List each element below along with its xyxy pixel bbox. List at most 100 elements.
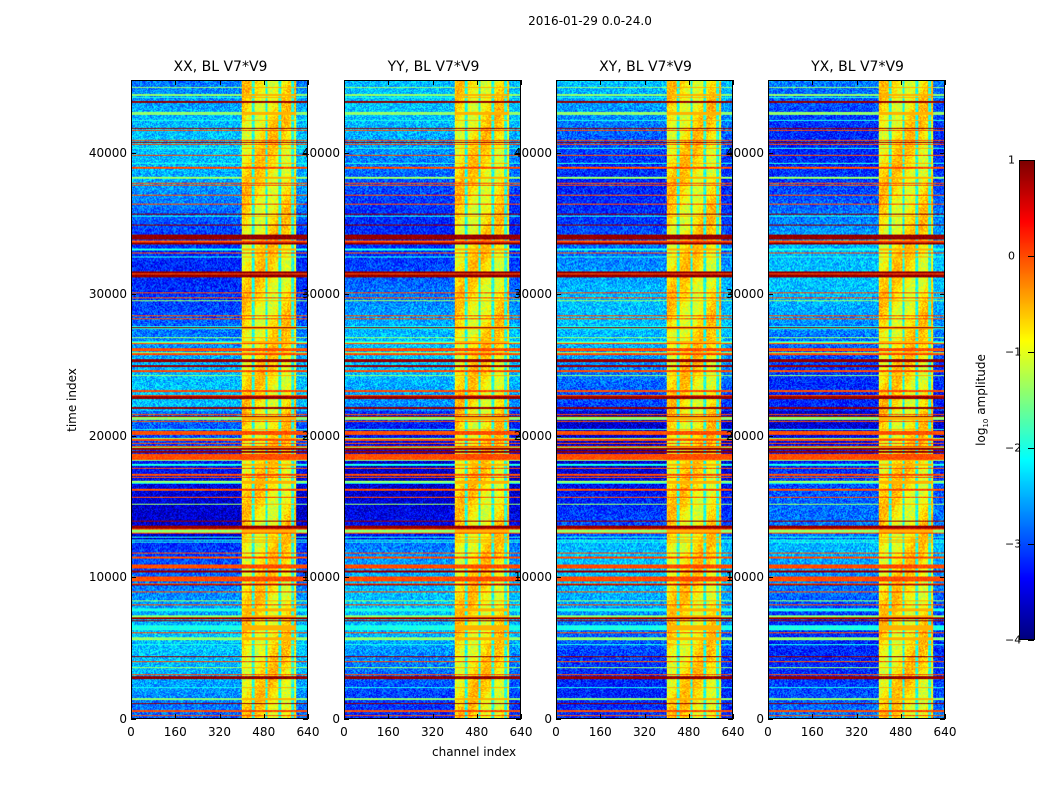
x-tick-mark: [812, 80, 814, 85]
x-tick-label: 0: [552, 725, 560, 739]
y-tick-mark: [556, 294, 561, 296]
colorbar-gradient: [1020, 161, 1034, 639]
colorbar: [1019, 160, 1035, 640]
y-tick-mark: [303, 294, 308, 296]
x-tick-label: 0: [127, 725, 135, 739]
y-tick-mark: [344, 294, 349, 296]
y-tick-mark: [728, 719, 733, 720]
y-tick-label: 30000: [513, 287, 552, 302]
heatmap-panel-2: XY, BL V7*V9: [556, 59, 733, 719]
x-tick-mark: [432, 80, 434, 85]
colorbar-tick-label: −1: [1005, 345, 1022, 359]
x-tick-mark: [556, 80, 557, 85]
x-tick-mark: [900, 714, 902, 719]
x-axis-label: channel index: [432, 745, 517, 759]
y-tick-label: 40000: [301, 145, 340, 160]
y-tick-label: 0: [332, 712, 340, 726]
y-tick-mark: [131, 152, 136, 154]
x-tick-label: 320: [845, 725, 868, 739]
x-tick-mark: [812, 714, 814, 719]
y-tick-mark: [303, 719, 308, 720]
heatmap-image: [345, 81, 520, 718]
x-tick-mark: [388, 714, 390, 719]
y-tick-label: 0: [119, 712, 127, 726]
x-tick-mark: [521, 714, 522, 719]
y-tick-mark: [516, 719, 521, 720]
x-tick-mark: [388, 80, 390, 85]
figure-suptitle: 2016-01-29 0.0-24.0: [528, 14, 652, 28]
y-tick-mark: [768, 435, 773, 437]
panel-title: XX, BL V7*V9: [173, 59, 268, 75]
colorbar-tick-mark: [1028, 352, 1034, 353]
y-tick-mark: [768, 294, 773, 296]
x-tick-mark: [476, 714, 478, 719]
x-tick-label: 320: [208, 725, 231, 739]
x-tick-label: 480: [465, 725, 489, 739]
x-tick-mark: [344, 714, 345, 719]
x-tick-mark: [476, 80, 478, 85]
y-tick-mark: [768, 577, 773, 579]
x-tick-mark: [432, 714, 434, 719]
x-tick-mark: [644, 80, 646, 85]
y-tick-mark: [131, 435, 136, 437]
x-tick-mark: [131, 714, 132, 719]
x-tick-mark: [175, 80, 177, 85]
x-tick-mark: [856, 80, 858, 85]
x-tick-label: 0: [340, 725, 348, 739]
x-tick-label: 480: [252, 725, 276, 739]
colorbar-tick-label: −2: [1005, 441, 1022, 455]
x-tick-mark: [600, 714, 602, 719]
y-tick-mark: [940, 435, 945, 437]
x-tick-label: 480: [677, 725, 701, 739]
y-tick-mark: [556, 435, 561, 437]
x-tick-label: 320: [633, 725, 656, 739]
y-tick-mark: [940, 294, 945, 296]
x-tick-mark: [856, 714, 858, 719]
y-tick-label: 30000: [88, 287, 127, 302]
heatmap-panel-1: YY, BL V7*V9: [344, 59, 521, 719]
x-tick-mark: [344, 80, 345, 85]
panel-title: YX, BL V7*V9: [811, 59, 904, 75]
colorbar-tick-mark: [1028, 544, 1034, 545]
y-tick-mark: [344, 719, 349, 720]
y-tick-mark: [940, 719, 945, 720]
x-tick-mark: [131, 80, 132, 85]
heatmap-panel-3: YX, BL V7*V9: [768, 59, 945, 719]
x-tick-mark: [945, 80, 946, 85]
x-tick-label: 0: [764, 725, 772, 739]
x-tick-mark: [600, 80, 602, 85]
colorbar-tick-mark: [1028, 256, 1034, 257]
colorbar-label: log10 amplitude: [973, 354, 991, 446]
y-tick-mark: [728, 152, 733, 154]
y-tick-label: 0: [756, 712, 764, 726]
panel-title: XY, BL V7*V9: [599, 59, 692, 75]
heatmap-panel-0: XX, BL V7*V9: [131, 59, 308, 719]
colorbar-tick-label: 0: [1008, 249, 1015, 263]
y-tick-mark: [344, 577, 349, 579]
panel-title: YY, BL V7*V9: [387, 59, 480, 75]
colorbar-tick-mark: [1028, 160, 1034, 161]
y-tick-mark: [131, 577, 136, 579]
y-tick-label: 10000: [88, 570, 127, 585]
y-tick-mark: [131, 719, 136, 720]
y-tick-label: 40000: [513, 145, 552, 160]
x-tick-mark: [308, 80, 309, 85]
heatmap-image: [132, 81, 307, 718]
colorbar-tick-mark: [1028, 448, 1034, 449]
y-tick-mark: [516, 577, 521, 579]
x-tick-mark: [556, 714, 557, 719]
x-tick-mark: [733, 80, 734, 85]
y-tick-mark: [303, 435, 308, 437]
y-tick-label: 20000: [725, 428, 764, 443]
y-tick-label: 20000: [88, 428, 127, 443]
x-tick-mark: [688, 80, 690, 85]
x-tick-label: 320: [421, 725, 444, 739]
x-tick-mark: [219, 80, 221, 85]
colorbar-tick-label: −3: [1005, 537, 1022, 551]
y-tick-mark: [344, 435, 349, 437]
x-tick-mark: [521, 80, 522, 85]
y-tick-label: 10000: [725, 570, 764, 585]
y-tick-mark: [516, 152, 521, 154]
heatmap-image: [557, 81, 732, 718]
